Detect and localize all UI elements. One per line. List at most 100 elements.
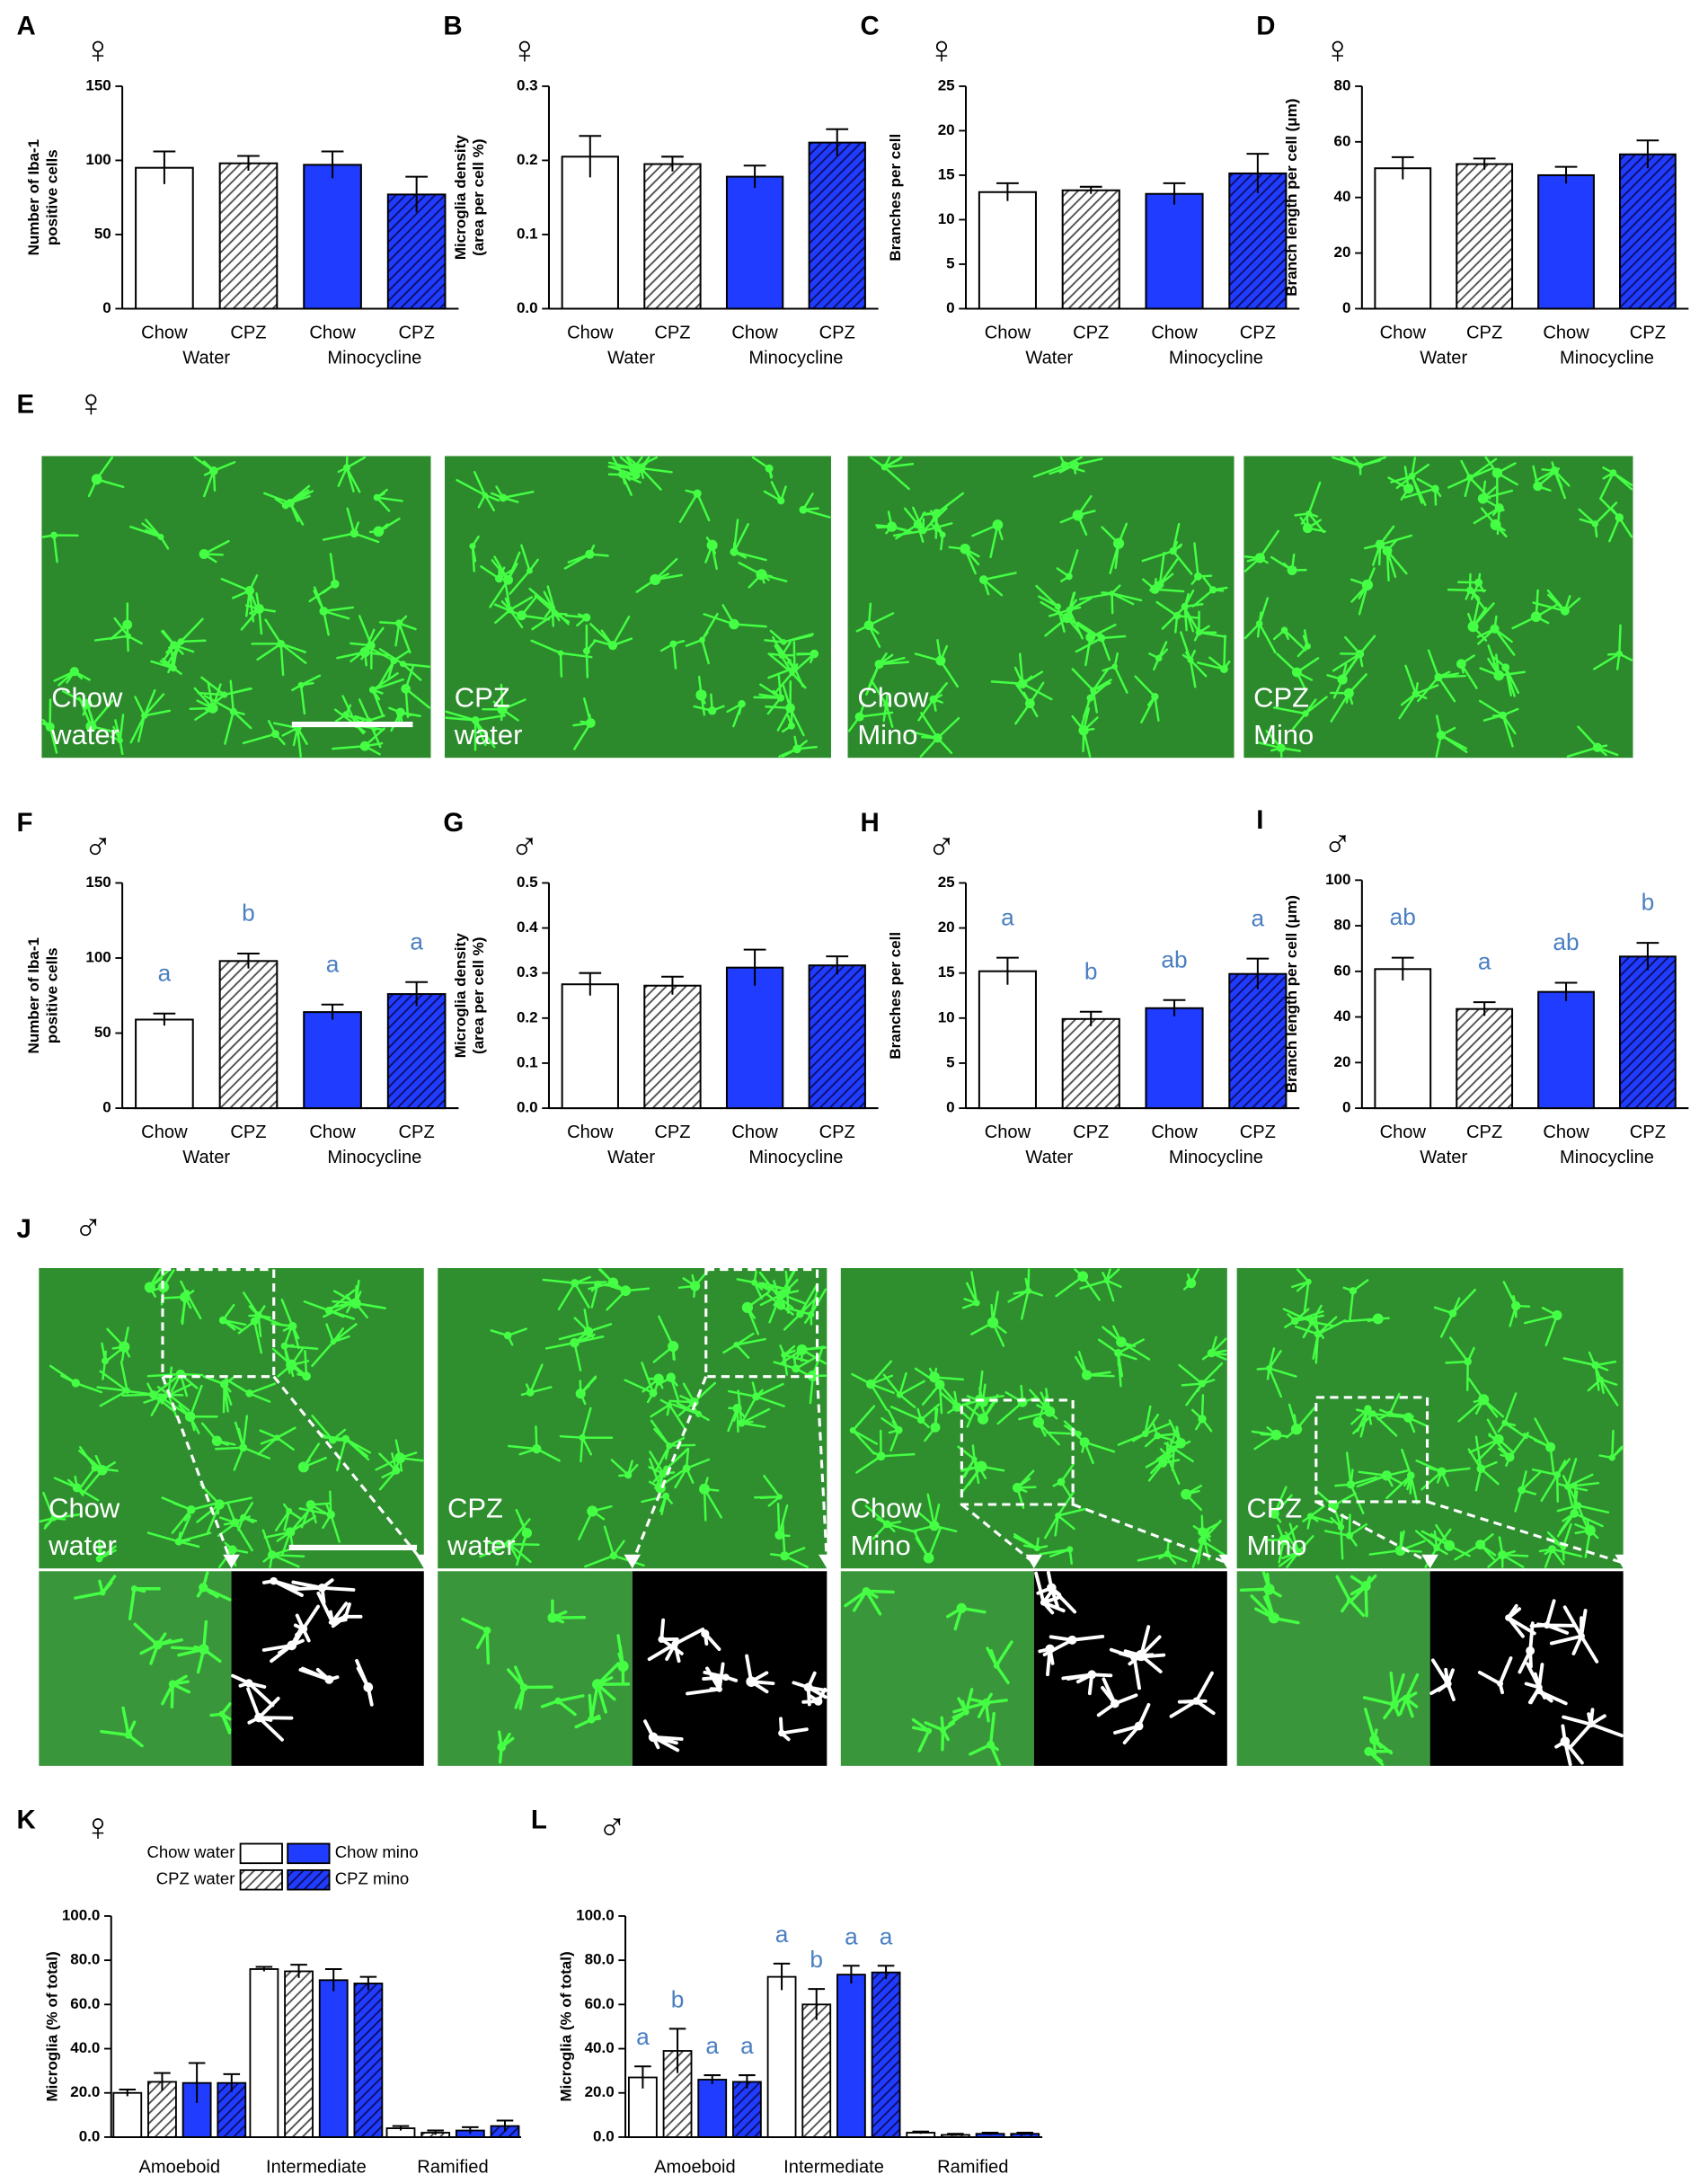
cell-body — [1078, 724, 1089, 736]
y-tick-label: 20.0 — [70, 2083, 100, 2100]
x-tick-label: CPZ — [399, 324, 435, 343]
cell-body — [505, 1540, 514, 1549]
cell-body — [810, 649, 819, 659]
cell-body — [1116, 1336, 1127, 1348]
cell-body — [1564, 1483, 1571, 1490]
cell-process — [1102, 1325, 1151, 1361]
zoom-arrow — [1427, 1500, 1624, 1565]
legend-swatch — [239, 1868, 283, 1891]
cell-body — [624, 1471, 633, 1479]
cell-body — [1077, 1271, 1089, 1282]
cell-body — [632, 471, 641, 480]
y-axis-label: Branches per cell — [887, 134, 904, 262]
cell-body — [699, 1483, 710, 1495]
cell-body — [1103, 1277, 1110, 1284]
cell-process — [316, 1591, 349, 1624]
cell-body — [1444, 1540, 1456, 1551]
x-tick-label: Chow — [567, 324, 614, 343]
cell-process — [1479, 644, 1527, 677]
sex-symbol: ♀ — [84, 1806, 112, 1849]
cell-process — [1491, 655, 1520, 697]
cell-process — [1562, 1357, 1617, 1391]
cell-process — [202, 1375, 235, 1414]
cell-body — [1436, 730, 1446, 741]
cell-body — [297, 1461, 309, 1473]
cell-body — [277, 639, 286, 648]
bar — [1061, 189, 1120, 310]
cell-process — [196, 1571, 232, 1602]
cell-body — [1081, 1370, 1093, 1380]
cell-process — [769, 1522, 809, 1568]
cell-body — [1386, 1410, 1394, 1417]
cell-process — [685, 612, 719, 665]
cell-body — [168, 1680, 177, 1689]
cell-process — [378, 615, 417, 654]
cell-process — [1467, 1435, 1500, 1492]
cell-process — [1326, 656, 1358, 699]
sex-symbol: ♀ — [510, 29, 539, 72]
cell-body — [579, 1433, 586, 1442]
cell-body — [1151, 692, 1159, 701]
micrograph-bg — [39, 1571, 232, 1766]
cell-body — [787, 722, 795, 730]
image-label: Chow — [49, 1492, 120, 1523]
significance-letter: a — [636, 2023, 650, 2050]
cell-process — [952, 1692, 1008, 1723]
cell-process — [272, 722, 308, 758]
cell-body — [1476, 1464, 1486, 1474]
cell-process — [924, 1716, 956, 1752]
cell-body — [1490, 624, 1500, 634]
cell-process — [889, 1403, 940, 1429]
bar — [978, 191, 1037, 310]
y-tick-label: 0.0 — [517, 1099, 538, 1116]
cell-body — [305, 1500, 315, 1510]
cell-process — [506, 1665, 553, 1710]
cell-body — [707, 706, 717, 715]
cell-body — [1266, 1364, 1273, 1372]
cell-body — [865, 1379, 876, 1389]
cell-process — [892, 506, 953, 537]
cell-body — [1346, 1480, 1356, 1489]
cell-body — [585, 549, 595, 559]
cell-body — [1505, 1614, 1512, 1621]
cell-process — [1364, 525, 1413, 566]
cell-body — [117, 737, 123, 744]
group-label: Water — [1025, 1148, 1073, 1167]
cell-body — [895, 1425, 903, 1434]
cell-process — [1506, 1603, 1536, 1638]
cell-body — [796, 1344, 808, 1355]
y-axis-label: positive cells — [43, 947, 60, 1043]
cell-body — [153, 1640, 163, 1650]
cell-body — [211, 1435, 223, 1446]
cell-process — [970, 1291, 1007, 1347]
arrow-head — [1421, 1554, 1438, 1569]
bar — [1456, 1007, 1514, 1110]
bar — [1537, 990, 1595, 1110]
cell-body — [874, 660, 884, 670]
y-axis-label: Number of Iba-1 — [25, 937, 42, 1053]
zoom-arrow — [1315, 1500, 1431, 1565]
cell-body — [1609, 469, 1617, 476]
cell-body — [1357, 463, 1364, 469]
cell-body — [218, 1710, 226, 1717]
cell-body — [170, 641, 179, 650]
group-label: Water — [607, 348, 655, 368]
cell-process — [792, 652, 816, 674]
y-tick-label: 40.0 — [70, 2039, 100, 2056]
cell-body — [575, 1389, 586, 1399]
significance-letter: a — [1001, 903, 1014, 930]
cell-body — [482, 1626, 491, 1635]
bar — [353, 1983, 384, 2138]
cell-process — [1141, 522, 1193, 575]
cell-process — [544, 1329, 605, 1371]
cell-process — [193, 456, 236, 498]
significance-letter: a — [158, 959, 172, 986]
x-tick-label: CPZ — [1240, 1123, 1276, 1142]
cell-body — [934, 1380, 945, 1389]
cell-body — [271, 730, 279, 739]
cell-process — [1514, 1469, 1543, 1513]
y-tick-label: 15 — [938, 963, 955, 981]
cell-body — [503, 1331, 512, 1340]
cell-body — [799, 505, 808, 514]
cell-process — [1190, 1394, 1213, 1433]
